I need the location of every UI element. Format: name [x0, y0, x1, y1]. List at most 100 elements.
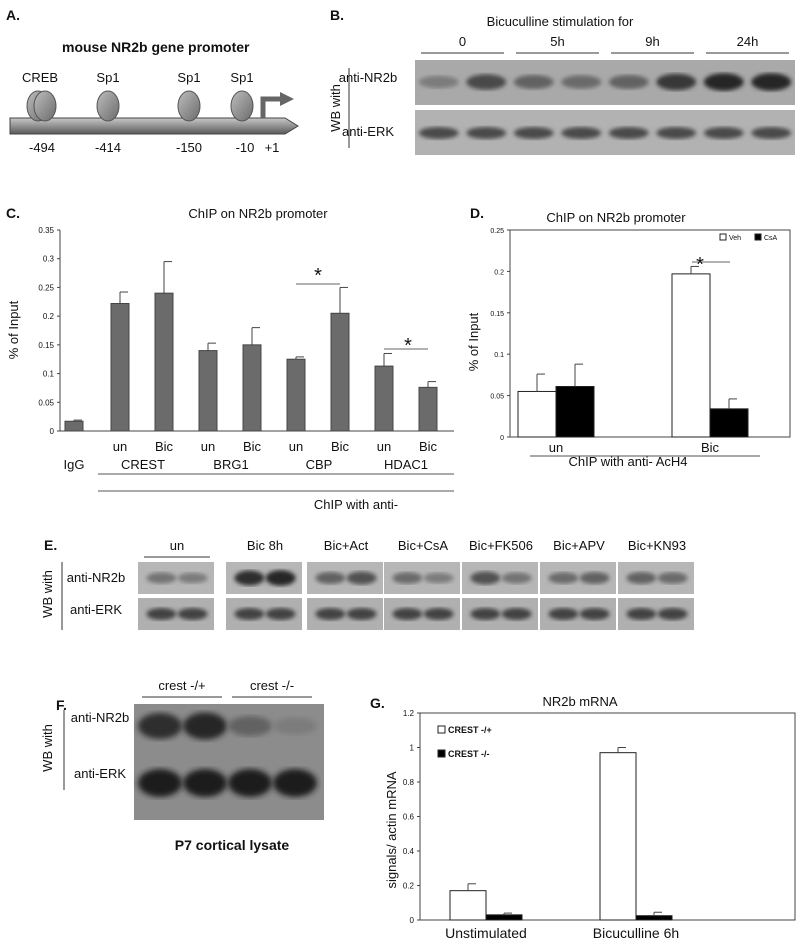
element-label-sp1: Sp1: [96, 70, 119, 85]
row-label-nr2b: anti-NR2b: [339, 70, 398, 85]
blot-f-caption: P7 cortical lysate: [175, 837, 290, 853]
timepoint-headers: 0 5h 9h 24h: [421, 34, 789, 54]
side-label-wb: WB with: [40, 570, 55, 618]
x-tick-label: un: [289, 439, 303, 454]
erk-band: [315, 608, 346, 620]
erk-band: [579, 608, 610, 620]
panel-a-title: mouse NR2b gene promoter: [62, 39, 250, 55]
chart-c-plot: 0 0.05 0.1 0.15 0.2 0.25 0.3 0.35 un Bic un Bic un Bi…: [38, 226, 454, 492]
legend-label: CsA: [764, 235, 778, 242]
erk-band: [703, 127, 744, 139]
erk-band: [392, 608, 423, 620]
panel-g-letter: G.: [370, 695, 385, 711]
panel-d: D. ChIP on NR2b promoter % of Input 0 0.0…: [466, 205, 791, 469]
blot-bands: [418, 73, 792, 139]
erk-band: [234, 608, 265, 620]
row-label-nr2b: anti-NR2b: [71, 710, 130, 725]
x-tick-label: Bic: [155, 439, 174, 454]
y-tick-label: 0: [410, 916, 415, 925]
group-label: BRG1: [213, 457, 248, 472]
group-label: CREST: [121, 457, 165, 472]
nr2b-band: [423, 572, 454, 584]
y-tick-label: 1: [410, 744, 415, 753]
bar: [198, 350, 218, 432]
side-label-wb: WB with: [328, 84, 343, 132]
y-tick-label: 0.05: [38, 398, 54, 407]
y-tick-label: 0.35: [38, 226, 54, 235]
sp1-oval-2: [177, 90, 201, 122]
panel-f: F. crest -/+ crest -/- anti-NR2b anti-ERK…: [40, 678, 324, 853]
nr2b-band: [501, 572, 532, 584]
element-position: -10: [236, 140, 255, 155]
x-tick-label: un: [549, 440, 563, 455]
erk-band: [423, 608, 454, 620]
erk-band: [466, 127, 507, 139]
y-tick-label: 0.15: [38, 341, 54, 350]
chart-d-title: ChIP on NR2b promoter: [546, 210, 686, 225]
nr2b-band: [418, 75, 459, 89]
panel-b-title: Bicuculline stimulation for: [487, 14, 634, 29]
bar: [154, 292, 174, 432]
element-position: -150: [176, 140, 202, 155]
erk-band: [138, 769, 182, 797]
nr2b-band: [183, 712, 227, 740]
y-tick-label: 0.05: [490, 394, 504, 401]
erk-band: [657, 608, 688, 620]
panel-d-letter: D.: [470, 205, 484, 221]
y-tick-label: 0.2: [494, 269, 504, 276]
nr2b-band: [466, 74, 507, 90]
chart-g-ylabel: signals/ actin mRNA: [384, 771, 399, 888]
condition-label: Bic+APV: [553, 538, 605, 553]
x-tick-label: Bic: [331, 439, 350, 454]
element-label-sp1: Sp1: [230, 70, 253, 85]
erk-band: [177, 608, 208, 620]
nr2b-band: [138, 713, 182, 739]
chart-g-plot: 0 0.2 0.4 0.6 0.8 1 1.2 Unstimulated Bicuculline…: [403, 709, 796, 941]
erk-band: [146, 608, 177, 620]
x-tick-label: IgG: [64, 457, 85, 472]
genotype-label: crest -/+: [158, 678, 205, 693]
bar: [599, 752, 637, 921]
chart-c-ylabel: % of Input: [6, 300, 21, 359]
condition-label: Bic+CsA: [398, 538, 449, 553]
x-tick-label: un: [377, 439, 391, 454]
nr2b-band: [234, 570, 265, 586]
y-tick-label: 0: [50, 427, 55, 436]
bar: [635, 915, 673, 921]
erk-band: [548, 608, 579, 620]
bar: [242, 344, 262, 432]
erk-band: [470, 608, 501, 620]
bar: [485, 914, 523, 921]
y-tick-label: 0.6: [403, 813, 415, 822]
significance-star: *: [696, 254, 704, 276]
legend-label: Veh: [729, 235, 741, 242]
nr2b-band: [657, 572, 688, 584]
legend-swatch: [719, 233, 727, 241]
y-tick-label: 0.25: [38, 283, 54, 292]
bar: [517, 390, 557, 438]
erk-band: [513, 127, 554, 139]
group-label: HDAC1: [384, 457, 428, 472]
tss-label: +1: [265, 140, 280, 155]
genotype-headers: crest -/+ crest -/-: [142, 678, 312, 698]
panel-e: E. un Bic 8h Bic+Act Bic+CsA Bic+FK506 Bic+AP…: [40, 537, 694, 630]
sp1-oval-3: [230, 90, 254, 122]
nr2b-band: [273, 717, 317, 735]
nr2b-band: [626, 572, 657, 584]
erk-band: [265, 608, 296, 620]
nr2b-band: [703, 73, 744, 91]
x-tick-label: Bic: [419, 439, 438, 454]
y-tick-label: 0.1: [494, 352, 504, 359]
sp1-oval-1: [96, 90, 120, 122]
nr2b-band: [228, 716, 272, 736]
row-label-erk: anti-ERK: [70, 602, 122, 617]
panel-a-letter: A.: [6, 7, 20, 23]
bar: [374, 365, 394, 432]
timepoint-label: 9h: [645, 34, 659, 49]
chart-g-title: NR2b mRNA: [542, 694, 617, 709]
blot-bands: [146, 570, 688, 620]
x-tick-label: Bic: [701, 440, 720, 455]
bar: [110, 303, 130, 432]
group-label: CBP: [306, 457, 333, 472]
